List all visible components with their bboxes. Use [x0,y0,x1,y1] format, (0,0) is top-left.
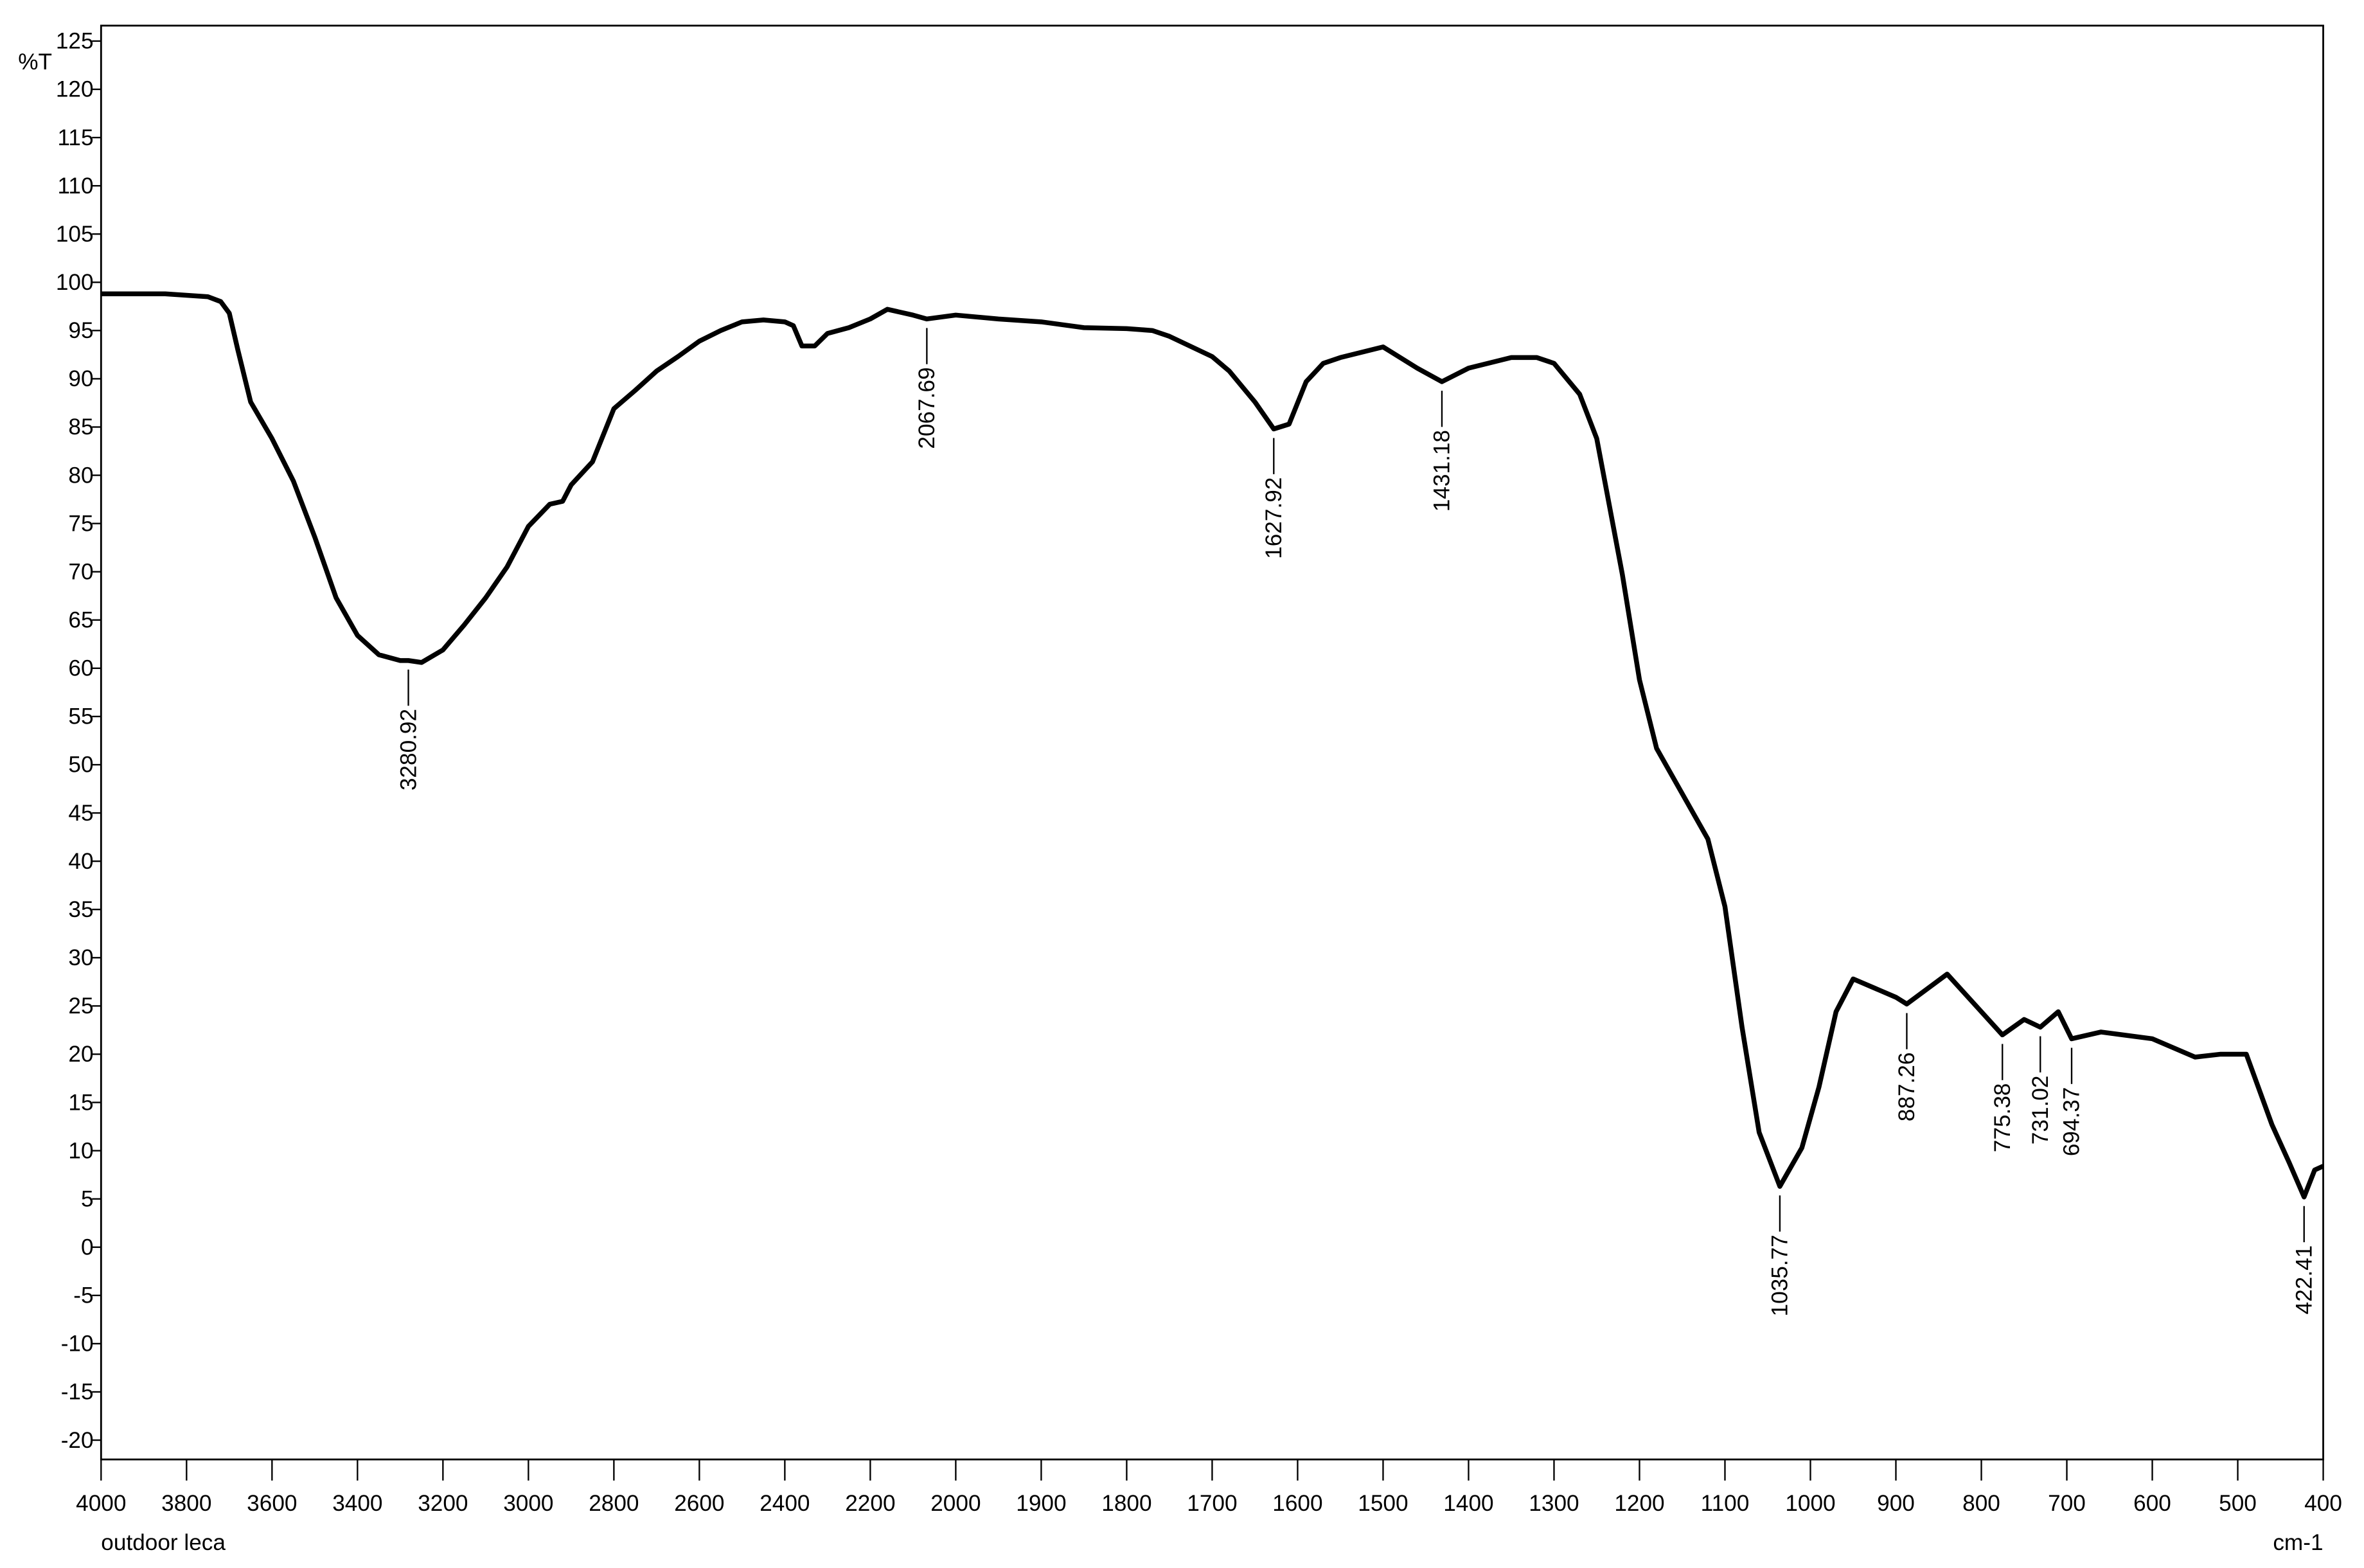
y-tick-label: 120 [56,77,94,102]
y-tick-label: 45 [68,801,93,826]
y-tick-label: 100 [56,270,94,295]
y-tick-label: -5 [73,1283,93,1308]
y-tick-label: 10 [68,1138,93,1163]
plot-frame [100,24,2324,1461]
x-tick-label: 500 [2219,1491,2257,1516]
x-tick-label: 2400 [760,1491,810,1516]
x-tick-label: 800 [1962,1491,2000,1516]
y-tick-label: 95 [68,318,93,343]
x-tick-label: 4000 [76,1491,126,1516]
x-tick-label: 1600 [1272,1491,1322,1516]
x-tick-label: 1900 [1016,1491,1066,1516]
peak-label: 3280.92 [396,709,421,790]
x-tick-label: 700 [2048,1491,2086,1516]
y-tick-label: 20 [68,1042,93,1067]
y-tick-label: 0 [81,1234,94,1260]
y-tick-label: 55 [68,704,93,729]
y-tick-label: 5 [81,1186,94,1211]
y-tick-label: -15 [61,1380,94,1405]
peak-label: 1035.77 [1768,1234,1793,1316]
x-tick-label: 1800 [1101,1491,1151,1516]
y-tick-label: 115 [57,125,93,150]
x-tick-label: 1100 [1701,1491,1750,1516]
x-tick-label: 3200 [418,1491,468,1516]
y-tick-label: 30 [68,945,93,970]
y-tick-label: 15 [68,1090,93,1115]
y-tick-label: 80 [68,463,93,488]
y-tick-label: 65 [68,608,93,633]
x-tick-label: 3400 [332,1491,382,1516]
x-tick-label: 600 [2133,1491,2171,1516]
x-tick-label: 1000 [1785,1491,1835,1516]
y-axis-label: %T [18,49,52,75]
x-tick-label: 1700 [1187,1491,1237,1516]
y-tick-label: -10 [61,1332,94,1357]
peak-label: 731.02 [2028,1075,2053,1145]
y-tick-label: 50 [68,753,93,778]
y-tick-label: 85 [68,414,93,440]
peak-label: 775.38 [1990,1083,2015,1153]
x-tick-label: 2800 [589,1491,639,1516]
y-tick-label: 75 [68,511,93,536]
y-tick-label: 110 [57,174,93,199]
peak-label: 422.41 [2291,1245,2316,1315]
y-tick-label: 35 [68,897,93,922]
x-tick-label: 1200 [1614,1491,1664,1516]
peak-label: 2067.69 [914,367,939,449]
x-tick-label: 1300 [1529,1491,1579,1516]
y-tick-label: 90 [68,366,93,391]
x-tick-label: 1400 [1443,1491,1493,1516]
x-tick-label: 2000 [930,1491,981,1516]
x-tick-label: 1500 [1358,1491,1408,1516]
chart-title: outdoor leca [101,1530,226,1555]
x-tick-label: 900 [1877,1491,1915,1516]
x-tick-label: 3000 [503,1491,553,1516]
y-tick-label: 40 [68,849,93,874]
peak-label: 1431.18 [1430,430,1455,512]
x-tick-label: 3600 [247,1491,297,1516]
y-tick-label: -20 [61,1428,94,1453]
x-tick-label: 2600 [674,1491,724,1516]
peak-label: 694.37 [2059,1087,2084,1157]
y-tick-label: 25 [68,993,93,1019]
y-tick-label: 60 [68,656,93,681]
x-tick-label: 400 [2304,1491,2342,1516]
x-tick-label: 2200 [845,1491,895,1516]
spectrum-line [101,291,2325,1200]
peak-label: 887.26 [1894,1052,1919,1121]
x-axis-label: cm-1 [2273,1530,2323,1555]
x-tick-label: 3800 [161,1491,211,1516]
y-tick-label: 125 [56,29,94,54]
y-tick-label: 105 [56,222,94,247]
peak-label: 1627.92 [1261,477,1286,559]
y-tick-label: 70 [68,559,93,584]
